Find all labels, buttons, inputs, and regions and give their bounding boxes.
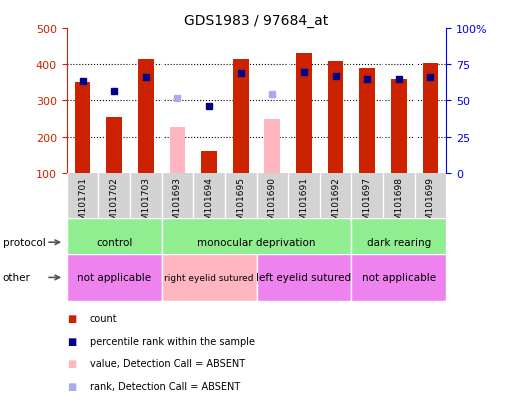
Text: ■: ■ xyxy=(67,381,76,391)
Bar xyxy=(106,117,122,173)
Text: GSM101697: GSM101697 xyxy=(363,176,372,231)
Text: count: count xyxy=(90,313,117,323)
Bar xyxy=(138,59,154,173)
Bar xyxy=(359,69,375,173)
Bar xyxy=(296,54,312,173)
Bar xyxy=(201,152,217,173)
Text: dark rearing: dark rearing xyxy=(367,237,431,248)
Text: GSM101695: GSM101695 xyxy=(236,176,245,231)
Text: not applicable: not applicable xyxy=(77,273,151,283)
Text: GSM101701: GSM101701 xyxy=(78,176,87,231)
Text: ■: ■ xyxy=(67,358,76,368)
Text: GSM101690: GSM101690 xyxy=(268,176,277,231)
Text: value, Detection Call = ABSENT: value, Detection Call = ABSENT xyxy=(90,358,245,368)
Bar xyxy=(391,80,407,173)
Bar xyxy=(264,119,280,173)
Text: GSM101694: GSM101694 xyxy=(205,176,213,231)
Bar xyxy=(67,254,162,301)
Text: right eyelid sutured: right eyelid sutured xyxy=(164,273,254,282)
Text: GSM101698: GSM101698 xyxy=(394,176,403,231)
Bar xyxy=(328,62,344,173)
Text: GSM101692: GSM101692 xyxy=(331,176,340,231)
Bar xyxy=(233,59,249,173)
Text: GSM101703: GSM101703 xyxy=(141,176,150,231)
Bar xyxy=(162,254,256,301)
Text: not applicable: not applicable xyxy=(362,273,436,283)
Text: percentile rank within the sample: percentile rank within the sample xyxy=(90,336,255,346)
Bar xyxy=(74,83,90,173)
Title: GDS1983 / 97684_at: GDS1983 / 97684_at xyxy=(184,14,329,28)
Text: other: other xyxy=(3,273,30,283)
Text: GSM101691: GSM101691 xyxy=(300,176,308,231)
Text: GSM101702: GSM101702 xyxy=(110,176,119,231)
Text: monocular deprivation: monocular deprivation xyxy=(198,237,315,248)
Text: GSM101693: GSM101693 xyxy=(173,176,182,231)
Bar xyxy=(67,219,162,266)
Bar xyxy=(169,127,185,173)
Text: ■: ■ xyxy=(67,336,76,346)
Bar xyxy=(162,219,351,266)
Text: protocol: protocol xyxy=(3,237,45,248)
Bar xyxy=(256,254,351,301)
Bar xyxy=(351,254,446,301)
Bar xyxy=(351,219,446,266)
Text: ■: ■ xyxy=(67,313,76,323)
Text: left eyelid sutured: left eyelid sutured xyxy=(256,273,351,283)
Text: control: control xyxy=(96,237,132,248)
Text: rank, Detection Call = ABSENT: rank, Detection Call = ABSENT xyxy=(90,381,240,391)
Text: GSM101699: GSM101699 xyxy=(426,176,435,231)
Bar xyxy=(423,64,439,173)
